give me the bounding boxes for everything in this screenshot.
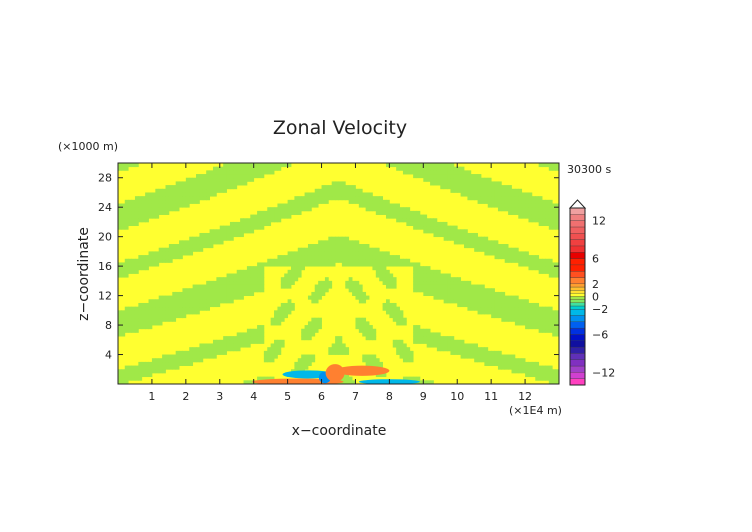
colorbar-swatch — [569, 283, 586, 288]
x-axis-label: x−coordinate — [292, 423, 387, 439]
colorbar-swatch — [569, 245, 586, 253]
colorbar-tick-label: 0 — [592, 291, 599, 304]
x-tick-label: 7 — [352, 390, 359, 403]
colorbar-swatch — [569, 372, 586, 379]
colorbar-swatch — [569, 264, 586, 272]
x-tick-label: 11 — [484, 390, 498, 403]
colorbar-swatch — [569, 302, 586, 307]
y-tick-label: 24 — [98, 201, 112, 214]
colorbar-tick-label: −6 — [592, 328, 608, 341]
x-tick-label: 5 — [284, 390, 291, 403]
x-tick-label: 10 — [450, 390, 464, 403]
colorbar-swatch — [569, 321, 586, 329]
velocity-field — [118, 163, 559, 384]
colorbar-tick-label: 12 — [592, 215, 606, 228]
x-tick-label: 3 — [216, 390, 223, 403]
colorbar-swatch — [569, 340, 586, 348]
plot-area — [117, 162, 560, 385]
colorbar-swatch — [569, 233, 586, 240]
colorbar-tick-label: −2 — [592, 303, 608, 316]
y-tick-label: 16 — [98, 260, 112, 273]
colorbar-swatch — [569, 293, 586, 297]
y-tick-label: 8 — [105, 319, 112, 332]
y-unit-label: (×1000 m) — [58, 140, 118, 153]
time-label: 30300 s — [567, 163, 611, 176]
colorbar-swatch — [569, 286, 586, 291]
colorbar-swatch — [569, 220, 586, 228]
colorbar-swatch — [569, 315, 586, 322]
colorbar-swatch — [569, 365, 586, 373]
colorbar-swatch — [569, 378, 586, 386]
x-tick-label: 6 — [318, 390, 325, 403]
colorbar-swatch — [569, 252, 586, 259]
colorbar-swatch — [569, 207, 586, 215]
x-tick-label: 4 — [250, 390, 257, 403]
colorbar-swatch — [569, 308, 586, 316]
x-axis: 1 2 3 4 5 6 7 8 9 10 11 12 — [148, 163, 532, 403]
colorbar-tick-label: 2 — [592, 278, 599, 291]
y-tick-label: 12 — [98, 290, 112, 303]
colorbar-swatch — [569, 299, 586, 303]
colorbar-swatch — [569, 359, 586, 367]
colorbar-swatch — [569, 290, 586, 294]
x-unit-label: (×1E4 m) — [509, 404, 562, 417]
colorbar-swatch — [569, 327, 586, 335]
colorbar-swatch — [569, 305, 586, 310]
colorbar-swatch — [569, 214, 586, 221]
y-tick-label: 4 — [105, 349, 112, 362]
y-axis-label: z−coordinate — [76, 227, 92, 321]
feature-right-jet-warm — [335, 365, 390, 376]
y-tick-label: 20 — [98, 231, 112, 244]
x-tick-label: 2 — [182, 390, 189, 403]
colorbar: 12 6 20−2 −6 −12 — [568, 199, 615, 386]
wave-bands — [118, 163, 559, 384]
colorbar-swatch — [569, 258, 586, 266]
colorbar-tick-label: −12 — [592, 366, 615, 379]
colorbar-swatch — [569, 346, 586, 354]
colorbar-swatch — [569, 239, 586, 247]
x-tick-label: 9 — [420, 390, 427, 403]
chart-title: Zonal Velocity — [273, 117, 407, 139]
y-axis: 4 8 12 16 20 24 28 — [98, 172, 559, 362]
x-tick-label: 1 — [148, 390, 155, 403]
y-tick-label: 28 — [98, 172, 112, 185]
colorbar-swatch — [569, 334, 586, 341]
plot-frame — [117, 162, 560, 385]
colorbar-swatch — [569, 353, 586, 360]
colorbar-swatch — [569, 226, 586, 234]
colorbar-swatch — [569, 296, 586, 300]
colorbar-swatch — [569, 271, 586, 278]
x-tick-label: 12 — [518, 390, 532, 403]
colorbar-extend-arrow — [568, 199, 587, 209]
colorbar-tick-label: 6 — [592, 253, 599, 266]
x-tick-label: 8 — [386, 390, 393, 403]
colorbar-swatch — [569, 277, 586, 285]
